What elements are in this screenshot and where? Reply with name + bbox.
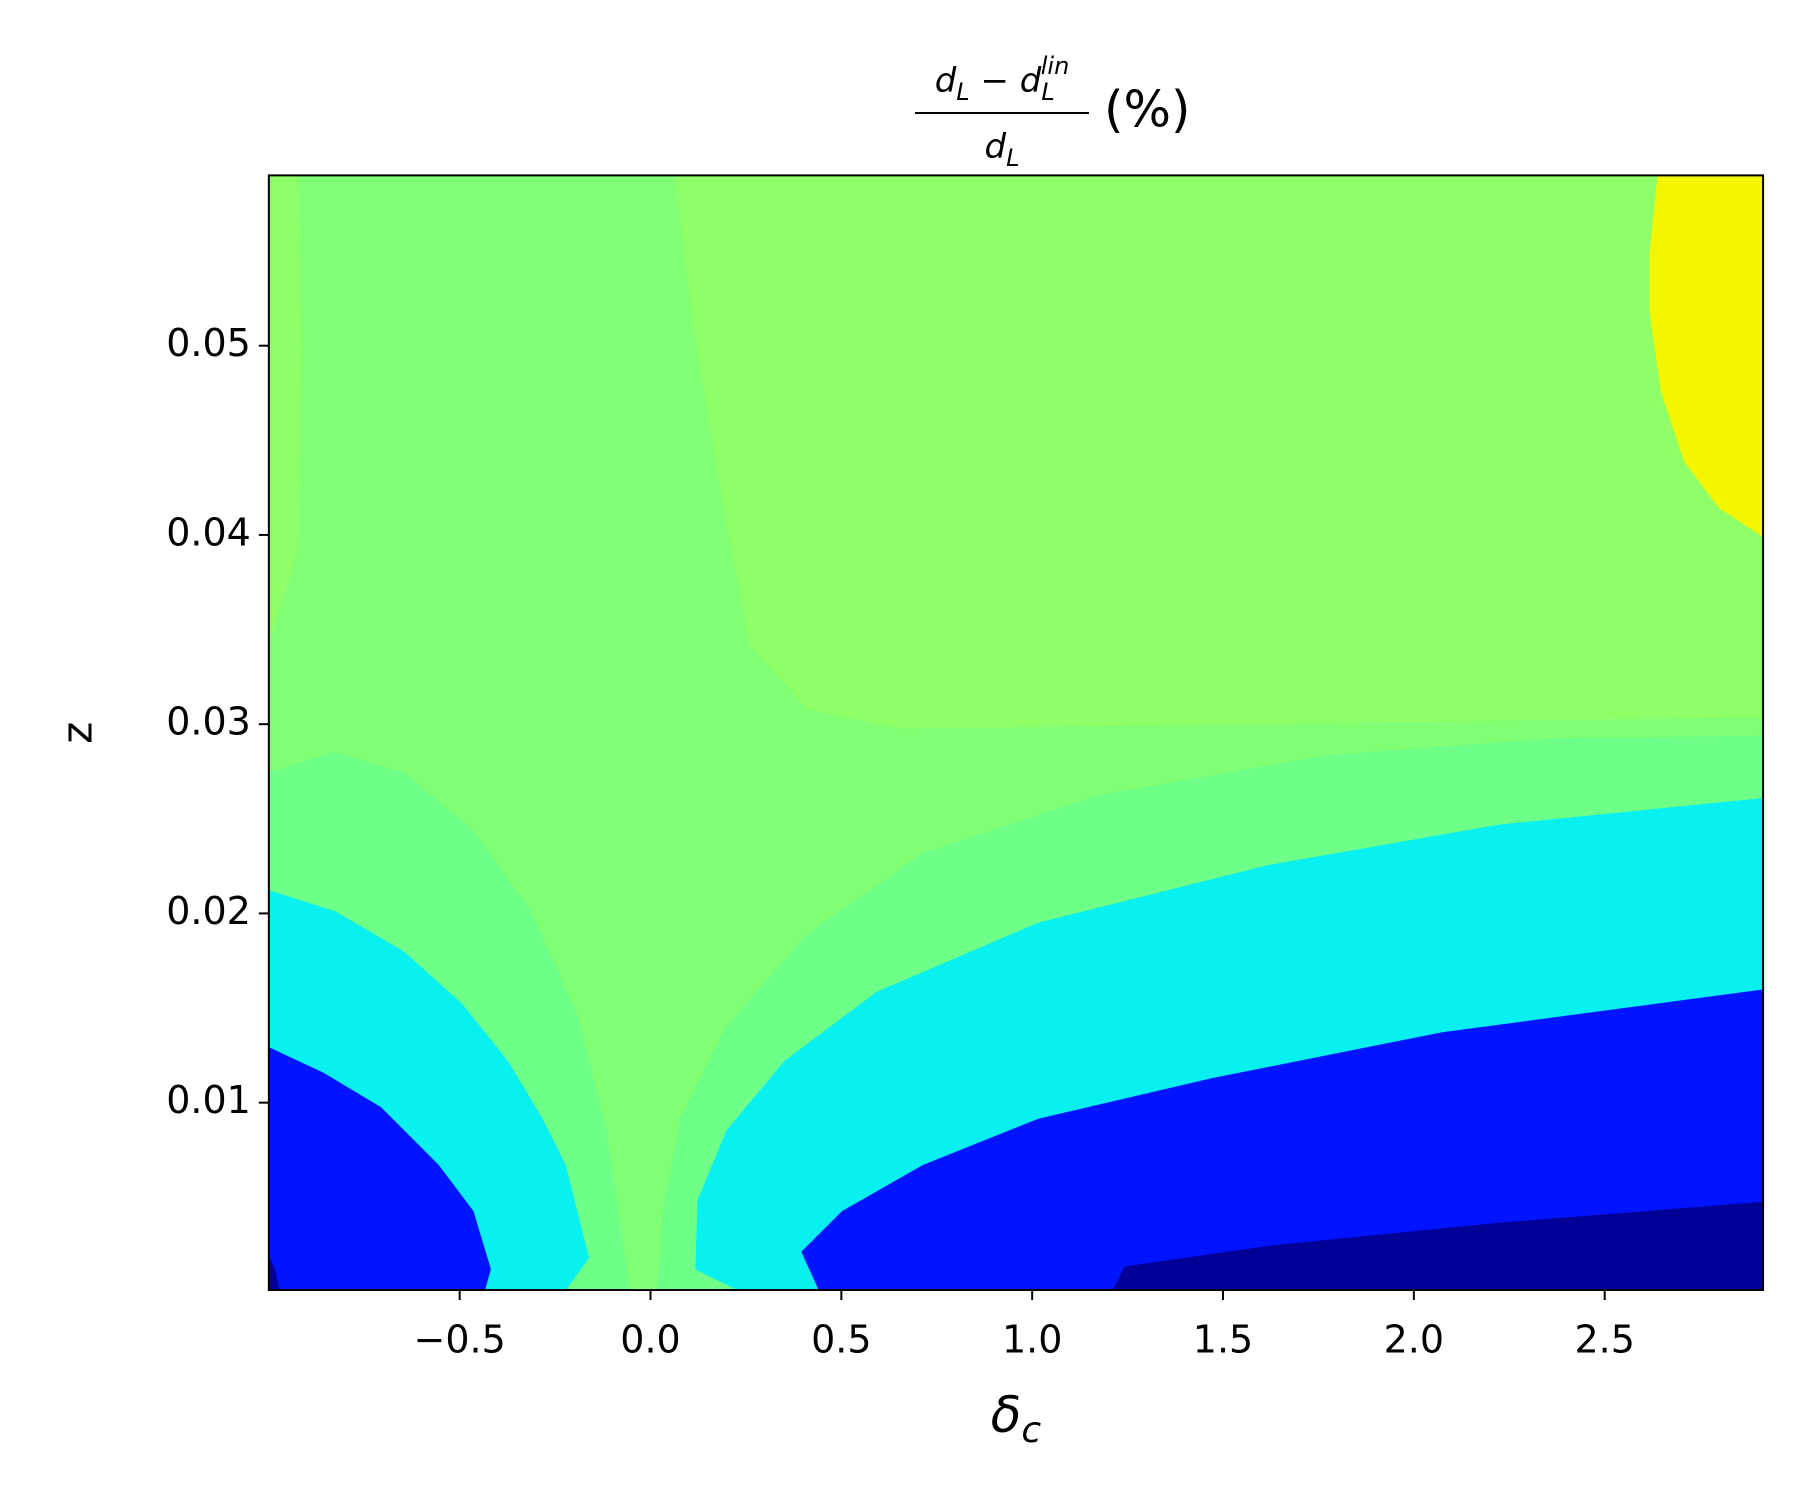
x-tick-label: 2.0 [1384, 1318, 1444, 1362]
x-tick-label: 0.0 [620, 1318, 680, 1362]
y-tick-label: 0.02 [166, 889, 251, 933]
x-tick-label: −0.5 [414, 1318, 506, 1362]
x-axis-label: δc [991, 1386, 1042, 1451]
y-tick-label: 0.03 [166, 700, 251, 744]
y-tick-label: 0.05 [166, 321, 251, 365]
title-part: L [956, 78, 969, 106]
x-tick-label: 1.0 [1002, 1318, 1062, 1362]
title-denominator: dL [985, 127, 1020, 172]
title-part: L [1041, 78, 1054, 106]
title-numerator: dL − dLlin [935, 52, 1070, 106]
y-axis-label: z [53, 722, 102, 744]
x-tick-label: 2.5 [1574, 1318, 1634, 1362]
x-tick-label: 1.5 [1193, 1318, 1253, 1362]
x-label-symbol: δ [991, 1386, 1022, 1444]
title-unit: (%) [1104, 81, 1191, 139]
title-part: L [1006, 144, 1019, 172]
plot-frame [267, 174, 1765, 1291]
title-part: d [935, 61, 957, 101]
x-label-subscript: c [1021, 1410, 1041, 1451]
title-part: d [985, 127, 1007, 167]
y-tick-label: 0.04 [166, 510, 251, 554]
title-part: lin [1041, 52, 1070, 80]
y-tick-label: 0.01 [166, 1078, 251, 1122]
x-tick-label: 0.5 [811, 1318, 871, 1362]
title-part: − d [970, 61, 1042, 101]
